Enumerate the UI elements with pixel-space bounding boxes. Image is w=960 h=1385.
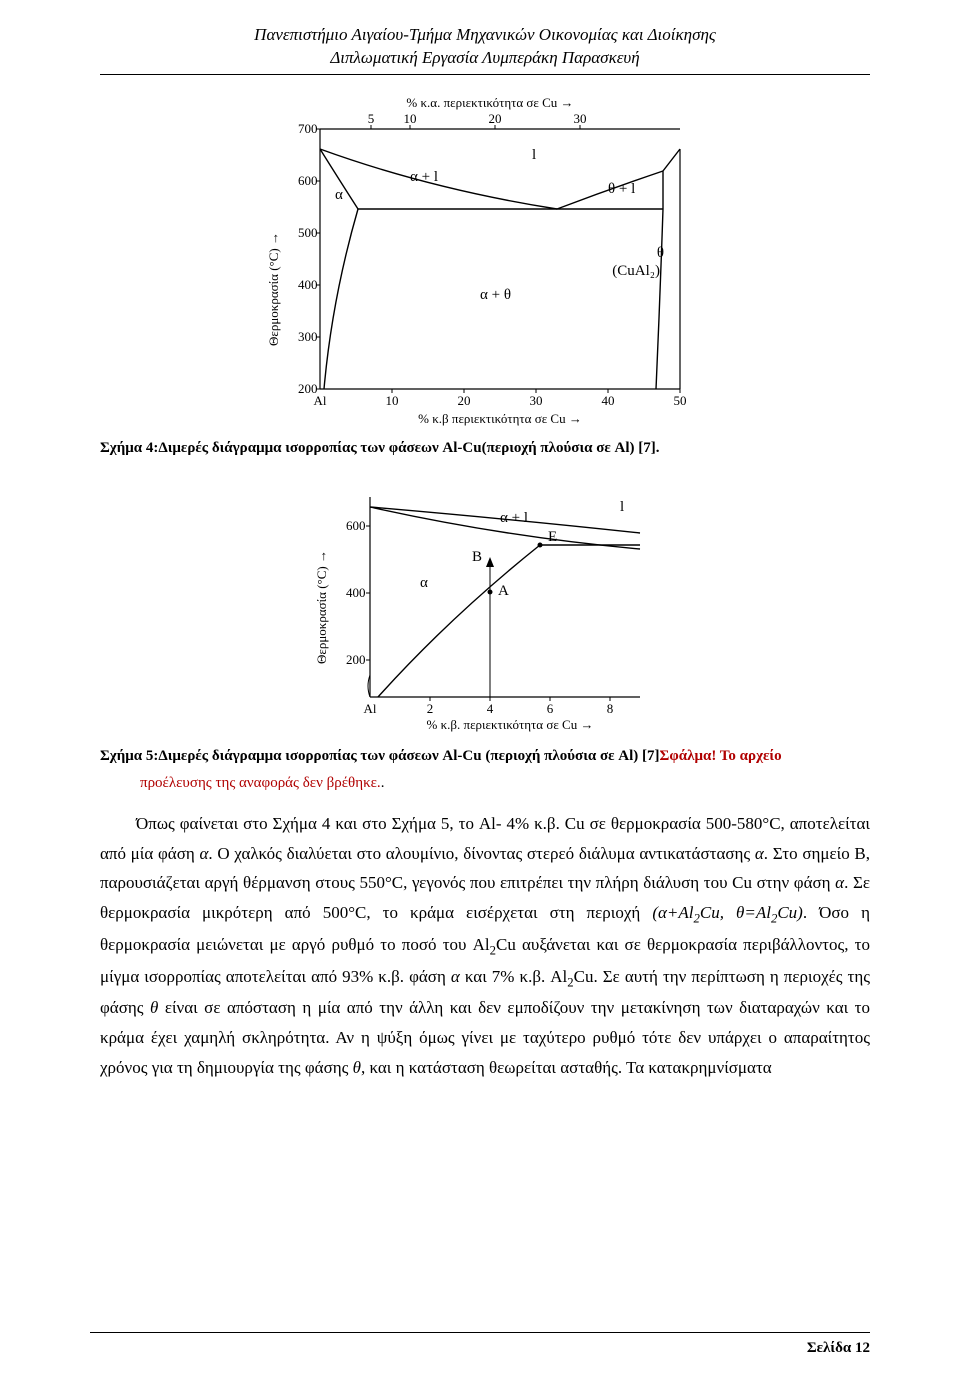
phase-diagram-2-svg: 200 400 600 Θερμοκρασία (°C) → Al 2 4 6 … (300, 467, 670, 737)
page-number: Σελίδα 12 (807, 1340, 870, 1357)
svg-text:2: 2 (427, 701, 434, 716)
label2-alpha: α (420, 575, 428, 591)
y-axis-label-2: Θερμοκρασία (°C) → (314, 550, 329, 664)
label2-alpha-l: α + l (500, 510, 528, 526)
x-axis-bottom-label-2: % κ.β. περιεκτικότητα σε Cu → (427, 717, 594, 732)
svg-text:5: 5 (368, 111, 375, 126)
label-B: B (472, 549, 482, 565)
svg-text:10: 10 (404, 111, 417, 126)
svg-text:6: 6 (547, 701, 554, 716)
x-ticks-bottom-1: Al 10 20 30 40 50 (314, 389, 687, 408)
theta-left-boundary (656, 209, 663, 389)
label-alpha: α (335, 187, 343, 203)
ref-error-main: Σφάλμα! Το αρχείο (660, 748, 782, 764)
y-axis-label-1: Θερμοκρασία (°C) → (266, 232, 281, 346)
svg-text:Al: Al (364, 701, 377, 716)
label2-l: l (620, 499, 624, 515)
label-theta-l: θ + l (608, 181, 635, 197)
header-line-1: Πανεπιστήμιο Αιγαίου-Τμήμα Μηχανικών Οικ… (100, 24, 870, 47)
alpha-solvus (324, 209, 358, 389)
svg-text:8: 8 (607, 701, 614, 716)
svg-text:200: 200 (346, 652, 366, 667)
caption-2-prefix: Σχήμα 5:Διμερές διάγραμμα ισορροπίας των… (100, 748, 660, 764)
y-ticks-1: 200 300 400 500 600 700 (298, 121, 320, 396)
svg-text:400: 400 (298, 277, 318, 292)
page-root: Πανεπιστήμιο Αιγαίου-Τμήμα Μηχανικών Οικ… (0, 0, 960, 1385)
solvus-2 (378, 545, 540, 697)
x-ticks-top-1: 5 10 20 30 (368, 111, 587, 129)
x-axis-bottom-label-1: % κ.β περιεκτικότητα σε Cu → (418, 411, 582, 426)
svg-text:40: 40 (602, 393, 615, 408)
svg-text:400: 400 (346, 585, 366, 600)
ref-error-sub: προέλευσης της αναφοράς δεν βρέθηκε.. (140, 775, 870, 792)
footer-rule (90, 1332, 870, 1333)
header-rule (100, 74, 870, 75)
svg-text:30: 30 (530, 393, 543, 408)
ref-error-tail: . (381, 775, 385, 791)
svg-text:600: 600 (346, 518, 366, 533)
figure-2: 200 400 600 Θερμοκρασία (°C) → Al 2 4 6 … (100, 467, 870, 742)
svg-text:20: 20 (458, 393, 471, 408)
phase-diagram-1-svg: 200 300 400 500 600 700 Θερμοκρασία (°C)… (250, 89, 720, 429)
svg-text:300: 300 (298, 329, 318, 344)
svg-text:30: 30 (574, 111, 587, 126)
point-A (488, 589, 493, 594)
label-l: l (532, 147, 536, 163)
label-cual2: (CuAl₂) (612, 263, 660, 279)
label-alpha-theta: α + θ (480, 287, 511, 303)
label-E: E (548, 529, 557, 545)
caption-figure-1: Σχήμα 4:Διμερές διάγραμμα ισορροπίας των… (100, 440, 870, 457)
svg-text:Al: Al (314, 393, 327, 408)
svg-text:700: 700 (298, 121, 318, 136)
x-axis-top-label-1: % κ.α. περιεκτικότητα σε Cu → (406, 95, 573, 110)
svg-text:50: 50 (674, 393, 687, 408)
header-line-2: Διπλωματική Εργασία Λυμπεράκη Παρασκευή (100, 47, 870, 70)
arrowhead-up (486, 557, 494, 567)
page-header: Πανεπιστήμιο Αιγαίου-Τμήμα Μηχανικών Οικ… (100, 24, 870, 70)
svg-text:20: 20 (489, 111, 502, 126)
caption-figure-2: Σχήμα 5:Διμερές διάγραμμα ισορροπίας των… (100, 748, 870, 765)
theta-right-upper (663, 149, 680, 209)
label-theta: θ (657, 245, 664, 261)
svg-text:500: 500 (298, 225, 318, 240)
svg-text:600: 600 (298, 173, 318, 188)
svg-text:4: 4 (487, 701, 494, 716)
figure-1: 200 300 400 500 600 700 Θερμοκρασία (°C)… (100, 89, 870, 434)
liquidus-line (320, 149, 663, 209)
x-ticks-bottom-2: Al 2 4 6 8 (364, 697, 614, 716)
label-alpha-l: α + l (410, 169, 438, 185)
svg-text:10: 10 (386, 393, 399, 408)
y-ticks-2: 200 400 600 (346, 518, 370, 667)
ref-error-sub-text: προέλευσης της αναφοράς δεν βρέθηκε. (140, 775, 381, 791)
body-paragraph: Όπως φαίνεται στο Σχήμα 4 και στο Σχήμα … (100, 809, 870, 1083)
point-E (538, 542, 543, 547)
label-A: A (498, 583, 509, 599)
